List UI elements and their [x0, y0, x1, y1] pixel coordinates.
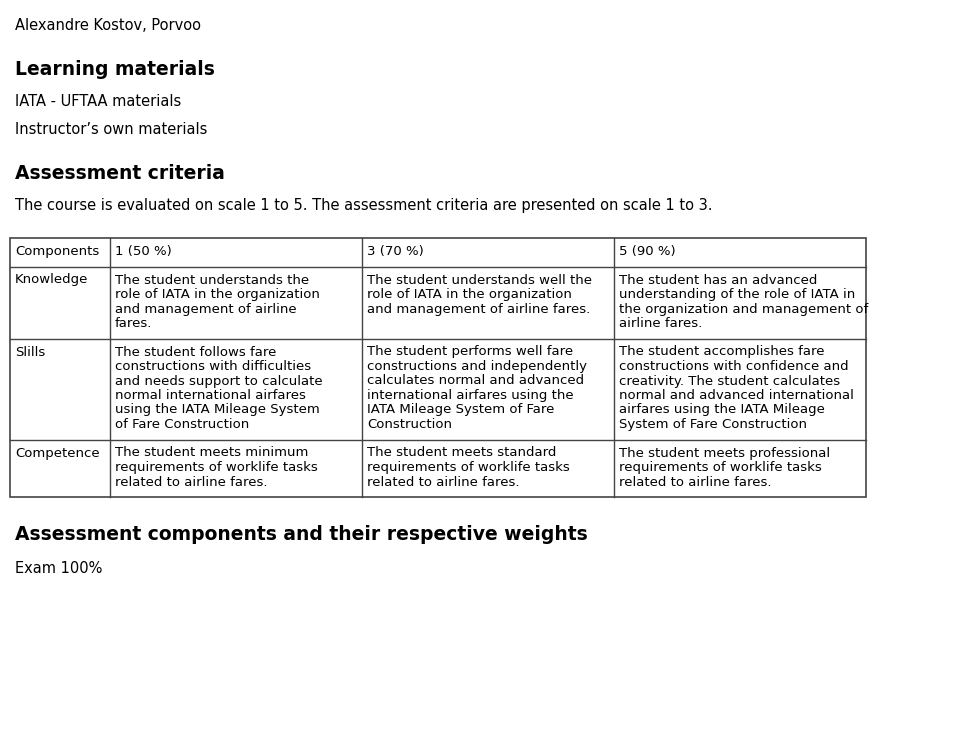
- Text: requirements of worklife tasks: requirements of worklife tasks: [619, 461, 822, 474]
- Text: international airfares using the: international airfares using the: [367, 389, 574, 402]
- Text: the organization and management of: the organization and management of: [619, 302, 868, 316]
- Text: constructions and independently: constructions and independently: [367, 360, 587, 373]
- Text: constructions with difficulties: constructions with difficulties: [115, 360, 311, 373]
- Text: Exam 100%: Exam 100%: [15, 561, 103, 576]
- Text: and management of airline: and management of airline: [115, 302, 297, 316]
- Text: 1 (50 %): 1 (50 %): [115, 245, 172, 258]
- Text: related to airline fares.: related to airline fares.: [619, 476, 772, 489]
- Text: using the IATA Mileage System: using the IATA Mileage System: [115, 404, 320, 416]
- Text: Assessment criteria: Assessment criteria: [15, 164, 225, 183]
- Text: 5 (90 %): 5 (90 %): [619, 245, 676, 258]
- Text: 3 (70 %): 3 (70 %): [367, 245, 423, 258]
- Text: Learning materials: Learning materials: [15, 60, 215, 79]
- Text: Construction: Construction: [367, 418, 452, 431]
- Text: Components: Components: [15, 245, 99, 258]
- Text: The student meets minimum: The student meets minimum: [115, 446, 308, 459]
- Text: calculates normal and advanced: calculates normal and advanced: [367, 374, 584, 388]
- Text: The student accomplishes fare: The student accomplishes fare: [619, 346, 825, 358]
- Text: airline fares.: airline fares.: [619, 317, 703, 330]
- Text: Assessment components and their respective weights: Assessment components and their respecti…: [15, 525, 588, 544]
- Text: requirements of worklife tasks: requirements of worklife tasks: [115, 461, 318, 474]
- Text: The student has an advanced: The student has an advanced: [619, 274, 817, 286]
- Text: The course is evaluated on scale 1 to 5. The assessment criteria are presented o: The course is evaluated on scale 1 to 5.…: [15, 198, 712, 213]
- Text: The student follows fare: The student follows fare: [115, 346, 276, 358]
- Text: creativity. The student calculates: creativity. The student calculates: [619, 374, 840, 388]
- Text: Competence: Competence: [15, 446, 100, 459]
- Text: constructions with confidence and: constructions with confidence and: [619, 360, 849, 373]
- Text: role of IATA in the organization: role of IATA in the organization: [115, 288, 320, 301]
- Text: of Fare Construction: of Fare Construction: [115, 418, 250, 431]
- Text: Alexandre Kostov, Porvoo: Alexandre Kostov, Porvoo: [15, 18, 201, 33]
- Text: Slills: Slills: [15, 346, 45, 358]
- Text: The student meets professional: The student meets professional: [619, 446, 830, 459]
- Text: System of Fare Construction: System of Fare Construction: [619, 418, 807, 431]
- Bar: [10, 238, 866, 497]
- Text: The student understands the: The student understands the: [115, 274, 309, 286]
- Text: IATA - UFTAA materials: IATA - UFTAA materials: [15, 94, 181, 109]
- Text: Knowledge: Knowledge: [15, 274, 88, 286]
- Text: normal and advanced international: normal and advanced international: [619, 389, 853, 402]
- Text: role of IATA in the organization: role of IATA in the organization: [367, 288, 572, 301]
- Text: Instructor’s own materials: Instructor’s own materials: [15, 122, 207, 137]
- Text: airfares using the IATA Mileage: airfares using the IATA Mileage: [619, 404, 825, 416]
- Text: and needs support to calculate: and needs support to calculate: [115, 374, 323, 388]
- Text: related to airline fares.: related to airline fares.: [367, 476, 519, 489]
- Text: related to airline fares.: related to airline fares.: [115, 476, 268, 489]
- Text: fares.: fares.: [115, 317, 153, 330]
- Text: and management of airline fares.: and management of airline fares.: [367, 302, 590, 316]
- Text: understanding of the role of IATA in: understanding of the role of IATA in: [619, 288, 855, 301]
- Text: IATA Mileage System of Fare: IATA Mileage System of Fare: [367, 404, 554, 416]
- Text: The student performs well fare: The student performs well fare: [367, 346, 573, 358]
- Text: normal international airfares: normal international airfares: [115, 389, 306, 402]
- Text: The student meets standard: The student meets standard: [367, 446, 557, 459]
- Text: The student understands well the: The student understands well the: [367, 274, 592, 286]
- Text: requirements of worklife tasks: requirements of worklife tasks: [367, 461, 569, 474]
